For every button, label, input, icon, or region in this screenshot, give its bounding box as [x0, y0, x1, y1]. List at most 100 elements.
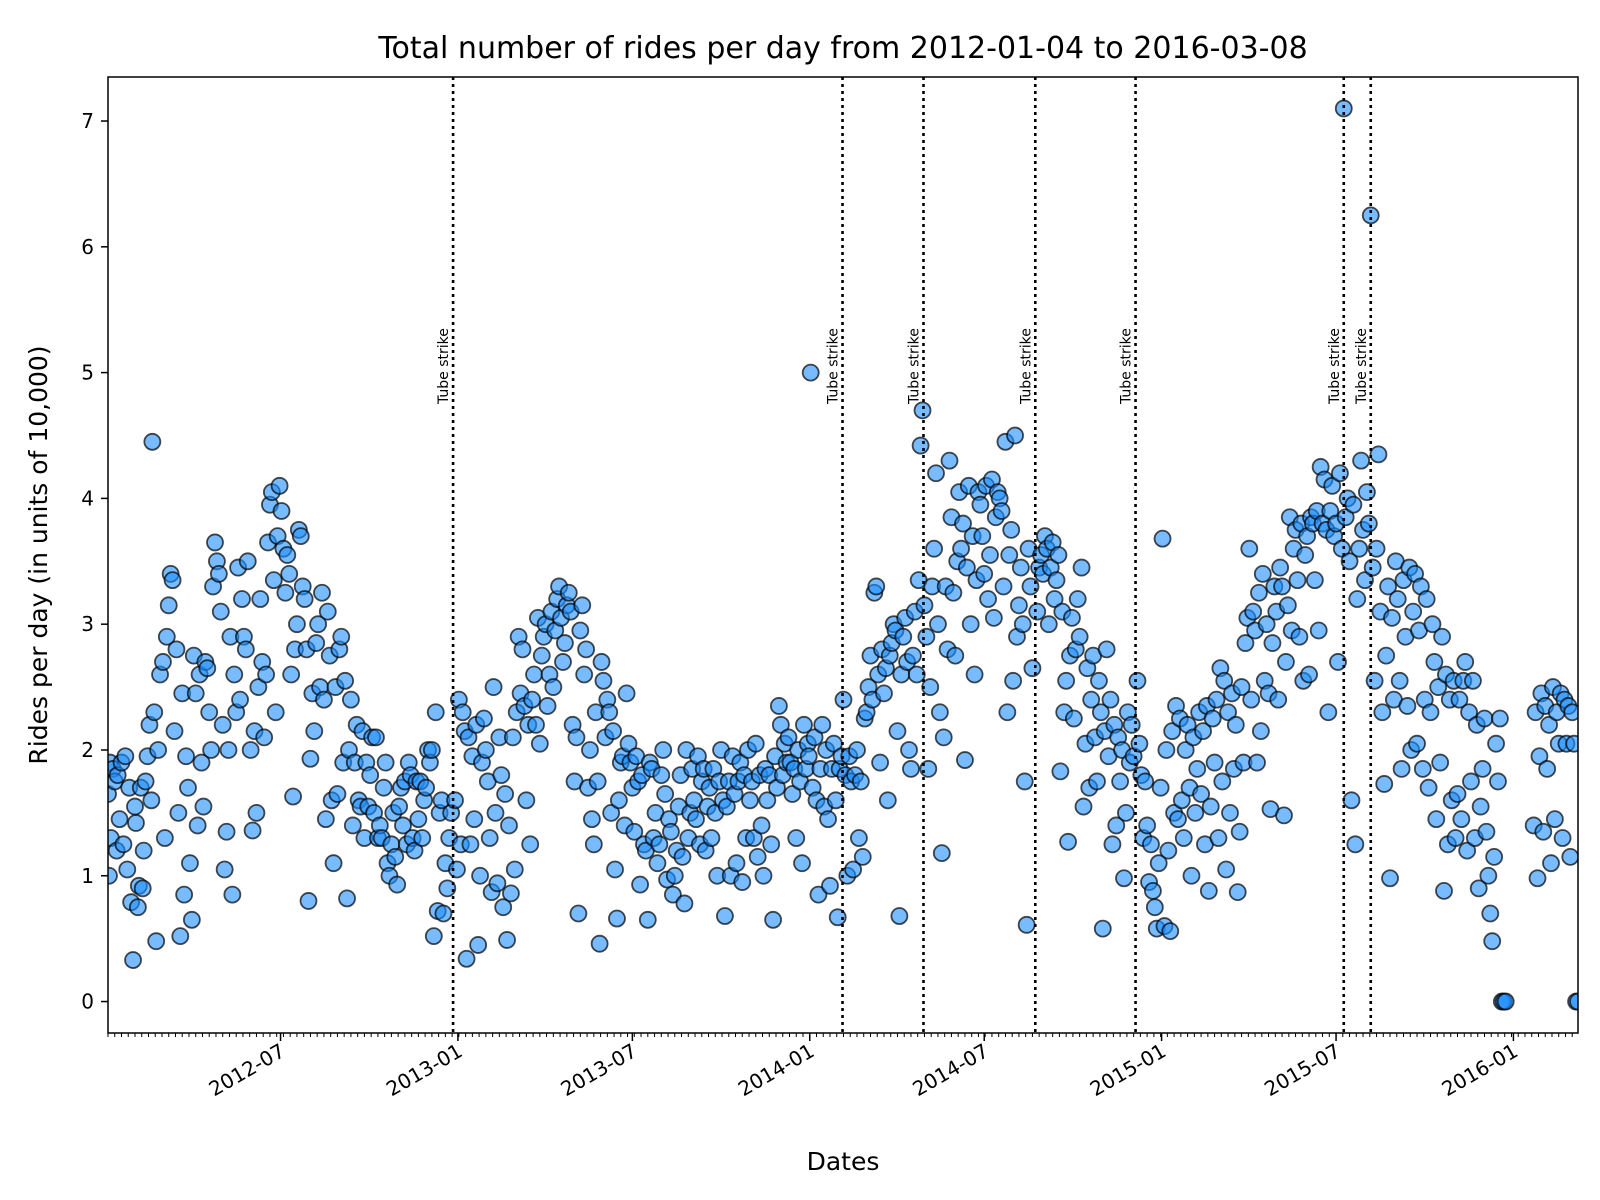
data-point: [762, 835, 781, 854]
data-point: [243, 821, 262, 840]
data-point: [1538, 759, 1557, 778]
y-tick-label: 0: [81, 990, 94, 1014]
data-point: [717, 797, 736, 816]
data-point: [1006, 426, 1024, 445]
data-point: [249, 678, 268, 696]
data-point: [223, 885, 242, 904]
data-point: [1047, 571, 1066, 590]
data-point: [1097, 640, 1116, 659]
data-point: [1232, 678, 1251, 696]
data-point: [787, 829, 806, 847]
data-point: [581, 741, 599, 759]
data-point: [198, 659, 217, 678]
data-point: [752, 816, 771, 835]
data-point: [225, 665, 244, 684]
data-point: [1350, 539, 1369, 558]
data-point: [1263, 634, 1282, 652]
data-point: [1188, 759, 1207, 778]
data-point: [1271, 558, 1290, 577]
data-point: [1404, 602, 1423, 621]
data-point: [1471, 797, 1490, 816]
data-point: [1290, 627, 1309, 646]
y-axis-label: Rides per day (in units of 10,000): [24, 345, 53, 764]
data-point: [361, 766, 380, 785]
data-point: [1128, 671, 1147, 690]
data-point: [307, 634, 326, 652]
data-point: [1433, 627, 1451, 646]
data-point: [1365, 671, 1384, 690]
data-point: [1450, 690, 1469, 709]
data-point: [754, 866, 773, 885]
data-point: [1431, 753, 1450, 772]
data-point: [998, 703, 1017, 722]
data-point: [590, 934, 609, 953]
data-point: [979, 590, 997, 608]
data-point: [213, 715, 232, 734]
data-point: [1483, 932, 1502, 951]
data-point: [1253, 564, 1272, 583]
data-point: [608, 909, 626, 928]
data-point: [894, 627, 913, 646]
data-point: [851, 772, 870, 791]
data-point: [888, 722, 907, 741]
data-point: [1017, 915, 1036, 934]
data-point: [301, 749, 320, 768]
data-point: [343, 816, 362, 835]
data-point: [457, 949, 476, 968]
data-point: [1004, 671, 1023, 690]
data-point: [376, 753, 395, 772]
data-point: [171, 927, 190, 946]
data-point: [1117, 803, 1135, 822]
data-point: [600, 703, 619, 722]
data-point: [1103, 835, 1122, 854]
data-point: [1213, 772, 1232, 791]
data-point: [1091, 703, 1110, 722]
data-point: [675, 894, 694, 913]
data-point: [604, 722, 622, 741]
data-point: [1413, 759, 1432, 778]
data-point: [266, 703, 285, 722]
data-point: [1485, 847, 1504, 866]
data-point: [1172, 791, 1191, 810]
data-point: [1359, 514, 1378, 533]
data-point: [1278, 596, 1297, 615]
data-point: [332, 627, 351, 646]
data-point: [1157, 741, 1176, 759]
data-point: [793, 854, 811, 873]
data-point: [638, 910, 657, 929]
data-point: [1070, 627, 1089, 646]
data-point: [446, 791, 464, 810]
data-point: [687, 810, 705, 829]
data-point: [525, 665, 543, 684]
data-point: [1553, 829, 1572, 847]
data-point: [927, 464, 945, 483]
data-point: [523, 690, 542, 709]
data-point: [1226, 715, 1245, 734]
data-point: [236, 640, 255, 659]
data-point: [567, 728, 586, 747]
data-point: [336, 671, 355, 690]
data-point: [1153, 529, 1172, 548]
data-point: [390, 797, 409, 816]
data-point: [1002, 520, 1021, 539]
data-point: [799, 747, 818, 766]
data-point: [1176, 741, 1195, 759]
data-point: [241, 741, 260, 759]
event-label: Tube strike: [1119, 328, 1135, 405]
data-point: [1421, 703, 1440, 722]
data-point: [264, 571, 283, 590]
data-point: [211, 602, 230, 621]
data-point: [1361, 206, 1380, 225]
data-point: [867, 577, 886, 596]
data-point: [126, 797, 144, 816]
y-tick-label: 4: [81, 486, 94, 510]
data-point: [1028, 602, 1047, 621]
data-point: [878, 791, 897, 810]
data-point: [1323, 476, 1342, 495]
data-point: [1425, 653, 1444, 671]
data-point: [1392, 759, 1411, 778]
data-point: [584, 835, 603, 854]
data-point: [1419, 778, 1438, 797]
data-point: [940, 451, 959, 470]
data-point: [465, 810, 484, 829]
